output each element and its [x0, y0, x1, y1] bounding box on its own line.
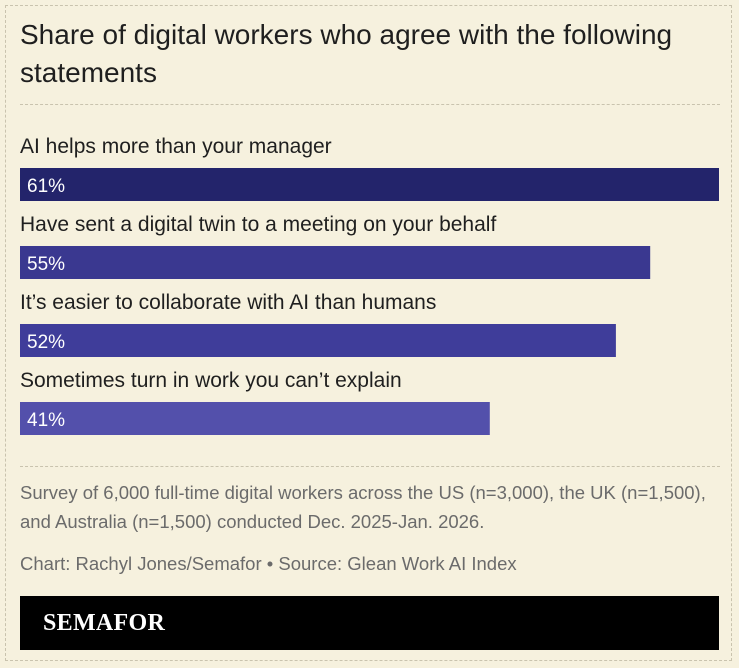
bar: [20, 168, 719, 201]
brand-bar: SEMAFOR: [20, 596, 719, 650]
bar-chart: AI helps more than your manager 61% Have s…: [20, 135, 719, 435]
value-label: 52%: [27, 332, 65, 353]
title-divider: [20, 104, 720, 105]
category-label: Have sent a digital twin to a meeting on…: [20, 213, 496, 236]
category-label: AI helps more than your manager: [20, 135, 332, 158]
chart-frame: [5, 5, 732, 661]
chart-credit: Chart: Rachyl Jones/Semafor • Source: Gl…: [20, 553, 517, 574]
chart-divider: [20, 466, 720, 467]
value-label: 61%: [27, 176, 65, 197]
value-label: 55%: [27, 254, 65, 275]
bar: [20, 402, 490, 435]
category-label: Sometimes turn in work you can’t explain: [20, 369, 402, 392]
bar: [20, 324, 616, 357]
survey-footnote: Survey of 6,000 full-time digital worker…: [20, 482, 706, 532]
bar: [20, 246, 651, 279]
semafor-logo: SEMAFOR: [43, 610, 166, 636]
chart-title: Share of digital workers who agree with …: [20, 19, 673, 88]
value-label: 41%: [27, 410, 65, 431]
category-label: It’s easier to collaborate with AI than …: [20, 291, 436, 314]
